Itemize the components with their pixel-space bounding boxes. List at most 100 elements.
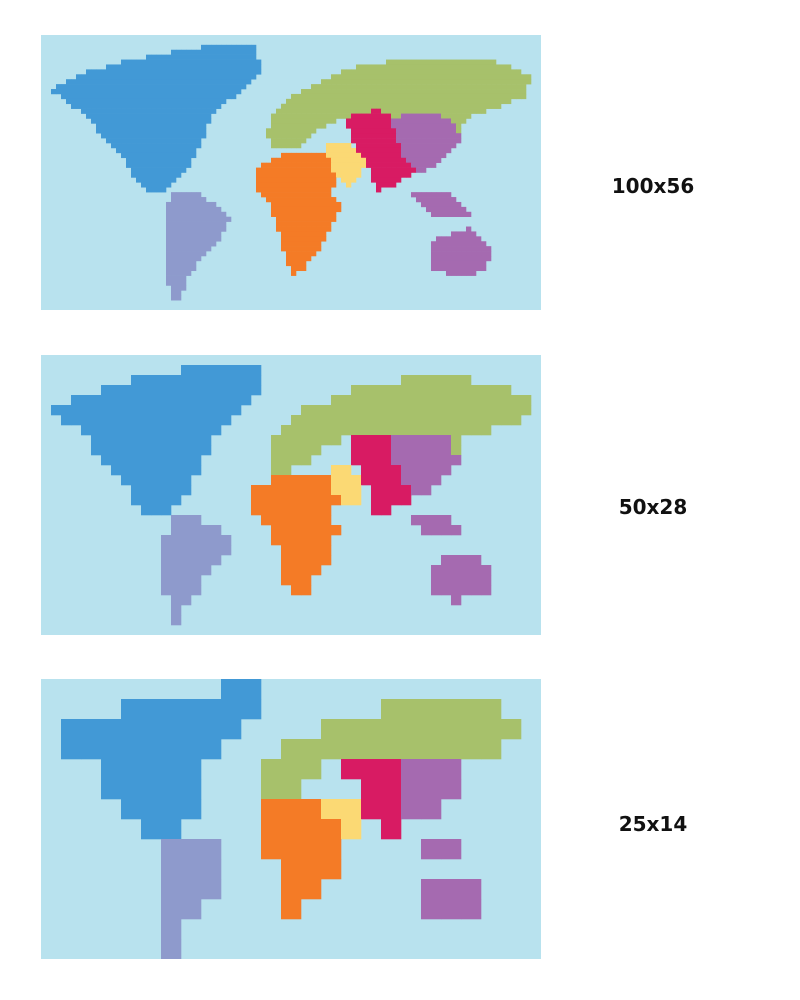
- map-cell-south-america: [201, 545, 212, 556]
- map-cell-north-america: [241, 59, 247, 65]
- map-cell-north-america: [146, 172, 152, 178]
- map-cell-north-america: [101, 79, 107, 85]
- map-cell-europe-north-asia: [276, 118, 282, 124]
- map-cell-north-america: [191, 79, 197, 85]
- map-cell-north-america: [131, 167, 137, 173]
- map-cell-east-asia-oceania: [471, 565, 482, 576]
- map-cell-europe-north-asia: [401, 69, 407, 75]
- map-cell-south-america: [196, 236, 202, 242]
- map-cell-north-america: [181, 89, 187, 95]
- map-cell-europe-north-asia: [296, 113, 302, 119]
- map-cell-north-america: [156, 89, 162, 95]
- map-cell-africa: [291, 270, 297, 276]
- map-cell-east-asia-oceania: [461, 251, 467, 257]
- map-cell-south-america: [216, 226, 222, 232]
- map-cell-africa: [296, 152, 302, 159]
- map-cell-south-america: [171, 206, 177, 213]
- map-cell-south-america: [211, 545, 222, 556]
- map-cell-europe-north-asia: [436, 69, 442, 75]
- map-cell-east-asia-oceania: [401, 455, 412, 466]
- map-cell-europe-north-asia: [431, 89, 437, 95]
- map-cell-east-asia-oceania: [421, 113, 427, 119]
- map-cell-africa: [281, 226, 287, 232]
- map-cell-europe-north-asia: [426, 98, 432, 105]
- map-cell-africa: [316, 172, 322, 178]
- map-cell-north-america: [171, 113, 177, 119]
- map-cell-north-america: [161, 133, 167, 139]
- map-cell-africa: [256, 167, 262, 173]
- map-cell-south-america: [216, 216, 222, 222]
- map-cell-east-asia-oceania: [446, 192, 452, 198]
- map-cell-north-america: [111, 128, 117, 134]
- map-cell-africa: [296, 246, 302, 252]
- map-cell-middle-east: [341, 152, 347, 159]
- map-cell-north-america: [146, 123, 152, 129]
- map-cell-north-america: [176, 54, 182, 60]
- map-cell-north-america: [116, 64, 122, 70]
- map-cell-africa: [306, 206, 312, 213]
- map-cell-east-asia-oceania: [481, 265, 487, 272]
- map-cell-east-asia-oceania: [461, 231, 467, 237]
- map-cell-north-america: [161, 819, 182, 840]
- map-cell-north-america: [226, 69, 232, 75]
- map-cell-north-america: [246, 49, 252, 55]
- map-cell-europe-north-asia: [376, 93, 382, 100]
- map-cell-europe-north-asia: [501, 89, 507, 95]
- map-cell-europe-north-asia: [481, 385, 492, 396]
- map-cell-europe-north-asia: [421, 699, 442, 720]
- map-cell-europe-north-asia: [481, 739, 502, 760]
- map-cell-europe-north-asia: [461, 79, 467, 85]
- map-cell-europe-north-asia: [431, 74, 437, 80]
- map-cell-north-america: [236, 64, 242, 70]
- map-cell-north-america: [151, 113, 157, 119]
- map-cell-middle-east: [341, 167, 347, 173]
- map-cell-europe-north-asia: [411, 385, 422, 396]
- map-cell-africa: [281, 819, 302, 840]
- map-cell-north-america: [176, 128, 182, 134]
- map-cell-north-america: [231, 79, 237, 85]
- map-cell-north-america: [201, 103, 207, 109]
- map-cell-north-america: [66, 79, 72, 85]
- map-cell-east-asia-oceania: [451, 260, 457, 267]
- map-cell-africa: [271, 475, 282, 486]
- map-cell-east-asia-oceania: [466, 246, 472, 252]
- map-cell-europe-north-asia: [411, 89, 417, 95]
- map-cell-north-america: [216, 98, 222, 105]
- map-cell-north-america: [161, 425, 172, 436]
- map-cell-east-asia-oceania: [451, 255, 457, 262]
- map-cell-north-america: [211, 108, 217, 114]
- map-cell-south-asia: [391, 128, 397, 134]
- map-cell-east-asia-oceania: [426, 157, 432, 163]
- map-cell-south-asia: [376, 147, 382, 154]
- map-cell-europe-north-asia: [341, 108, 347, 114]
- map-cell-africa: [291, 177, 297, 183]
- map-cell-north-america: [221, 405, 232, 416]
- map-cell-europe-north-asia: [396, 79, 402, 85]
- map-cell-east-asia-oceania: [441, 445, 452, 456]
- map-cell-north-america: [221, 699, 242, 720]
- map-cell-south-america: [191, 221, 197, 227]
- map-cell-europe-north-asia: [501, 98, 507, 105]
- map-cell-africa: [281, 192, 287, 198]
- map-cell-north-america: [131, 425, 142, 436]
- map-cell-east-asia-oceania: [426, 133, 432, 139]
- map-cell-africa: [271, 182, 277, 188]
- map-cell-africa: [286, 162, 292, 168]
- map-cell-europe-north-asia: [441, 79, 447, 85]
- world-map-100x56: [41, 35, 541, 310]
- map-cell-africa: [261, 167, 267, 173]
- map-cell-north-america: [141, 819, 162, 840]
- map-cell-north-america: [191, 445, 202, 456]
- map-cell-africa: [321, 495, 332, 506]
- map-cell-south-asia: [381, 475, 392, 486]
- map-cell-europe-north-asia: [391, 385, 402, 396]
- map-cell-east-asia-oceania: [466, 241, 472, 247]
- map-cell-south-america: [201, 246, 207, 252]
- map-cell-europe-north-asia: [301, 113, 307, 119]
- map-cell-east-asia-oceania: [406, 157, 412, 163]
- map-cell-europe-north-asia: [391, 113, 397, 119]
- map-cell-north-america: [121, 739, 142, 760]
- map-cell-europe-north-asia: [436, 108, 442, 114]
- map-cell-middle-east: [336, 147, 342, 154]
- map-cell-europe-north-asia: [316, 123, 322, 129]
